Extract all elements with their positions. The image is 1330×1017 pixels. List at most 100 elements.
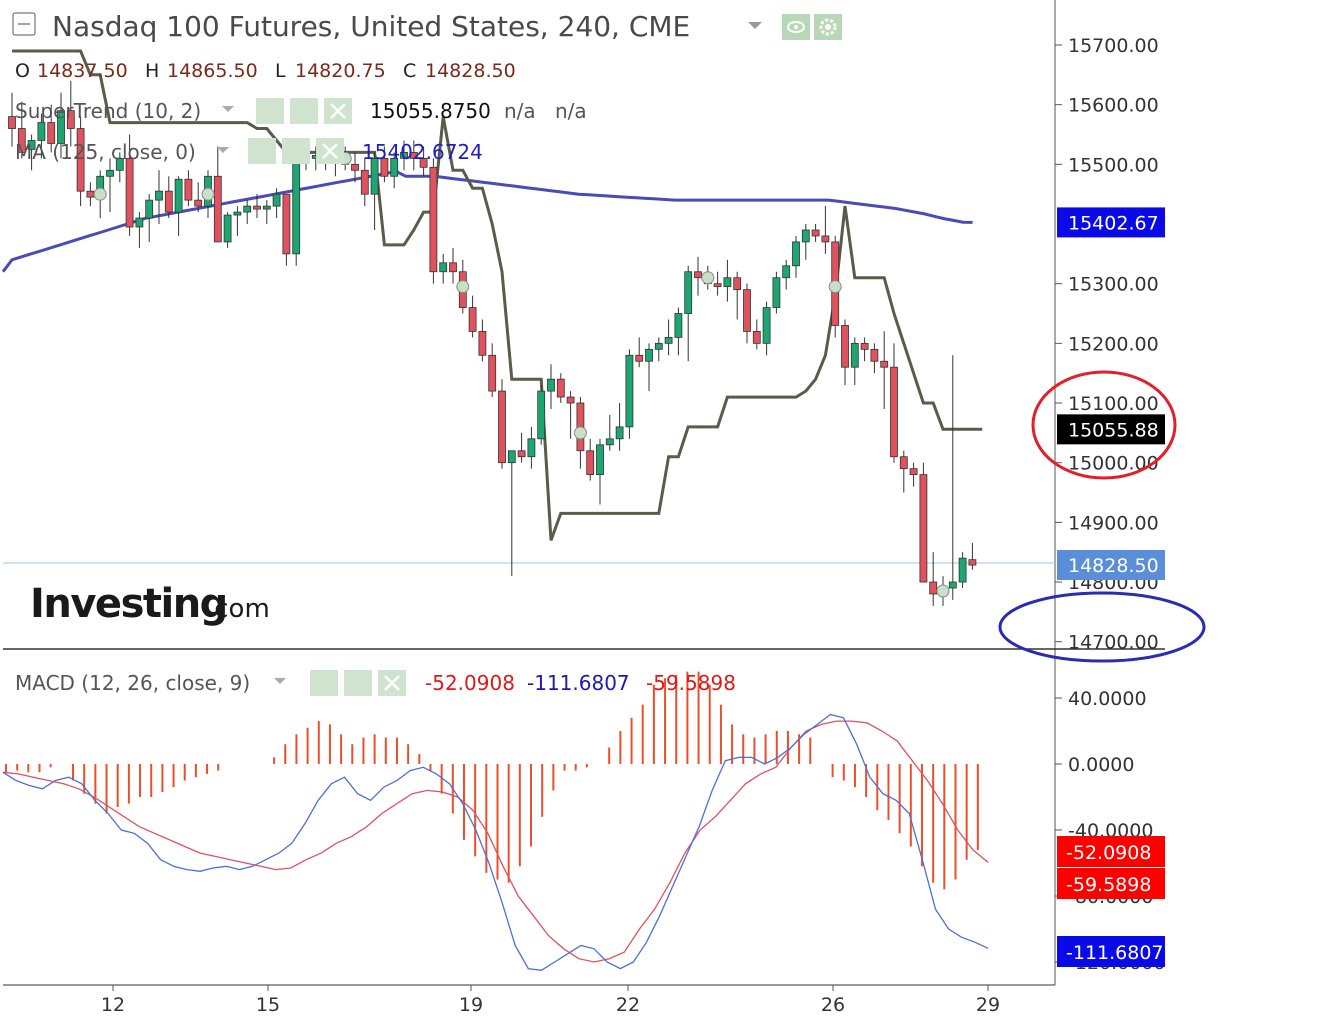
candle-body	[400, 152, 408, 159]
candle-up	[507, 450, 516, 577]
ma-series	[1, 169, 973, 273]
candle-body	[841, 325, 849, 368]
price-pane[interactable]	[1, 49, 983, 606]
candle-body	[664, 336, 673, 344]
candle-down	[478, 319, 487, 362]
candle-down	[566, 391, 575, 439]
price-label-box	[1057, 207, 1165, 238]
macd-legend[interactable]: MACD (12, 26, close, 9) -52.0908 -111.68…	[15, 670, 736, 696]
candle-body	[125, 157, 134, 228]
candle-down	[380, 146, 389, 183]
macd-axis[interactable]: 40.00000.0000-40.0000-80.0000-120.0000-5…	[1055, 688, 1166, 974]
candle-body	[762, 307, 771, 344]
supertrend-label: SuperTrend (10, 2)	[15, 99, 201, 123]
supertrend-legend[interactable]: SuperTrend (10, 2) 15055.8750 n/a n/a	[15, 98, 587, 124]
candle-down	[713, 271, 722, 296]
supertrend-series	[12, 49, 983, 541]
supertrend-value: 15055.8750	[370, 99, 491, 123]
title-visibility-eye-icon[interactable]	[782, 14, 810, 40]
eye-icon	[248, 138, 276, 164]
candle-down	[184, 170, 193, 207]
candle-down	[821, 206, 830, 254]
candle-up	[664, 319, 673, 356]
candle-body	[106, 169, 114, 177]
ohlc-low-label: L	[275, 60, 286, 82]
candle-body	[645, 348, 653, 362]
value-label-box	[1057, 936, 1165, 967]
candle-down	[76, 116, 85, 207]
title-settings-gear-icon[interactable]	[814, 14, 842, 40]
x-tick-label: 26	[821, 994, 845, 1016]
candle-body	[782, 265, 791, 279]
chevron-down-icon[interactable]	[748, 22, 762, 29]
candle-body	[17, 128, 26, 153]
candle-body	[57, 110, 65, 144]
blue-circle-annotation	[998, 591, 1206, 663]
candle-down	[253, 194, 261, 219]
ma-value: 15402.6724	[362, 140, 483, 164]
ohlc-close-label: C	[403, 60, 416, 82]
candle-body	[605, 438, 614, 446]
candle-up	[547, 364, 555, 409]
candle-body	[115, 157, 124, 171]
candle-body	[86, 190, 95, 198]
candle-body	[184, 178, 193, 201]
candle-body	[821, 235, 830, 243]
eye-icon	[310, 670, 338, 696]
candle-body	[66, 110, 75, 129]
candle-body	[351, 163, 359, 171]
logo-brand: Investing	[30, 581, 227, 627]
candle-down	[968, 542, 977, 570]
candle-body	[439, 262, 448, 273]
ma-legend[interactable]: MA (125, close, 0) 15402.6724	[15, 138, 483, 164]
candle-body	[860, 342, 869, 350]
macd-value-label-macd: -111.6807	[1057, 936, 1165, 967]
candle-body	[556, 378, 565, 398]
candle-body	[262, 205, 271, 210]
candle-up	[792, 235, 800, 278]
candle-body	[909, 468, 918, 476]
candle-down	[743, 283, 751, 344]
candle-down	[213, 146, 222, 243]
candle-up	[155, 170, 163, 225]
supertrend-na-2: n/a	[555, 99, 587, 123]
macd-hist-value: -52.0908	[425, 671, 515, 695]
price-axis[interactable]: 15700.00 15600.00 15500.00 15300.00 15200.00…	[1055, 35, 1165, 654]
macd-pane[interactable]	[2, 671, 989, 971]
candle-body	[694, 271, 702, 279]
price-label-text: 15055.88	[1068, 419, 1159, 441]
candle-up	[674, 307, 683, 356]
candle-down	[919, 462, 928, 583]
candle-body	[929, 581, 938, 595]
signal-marker	[936, 584, 950, 598]
candle-down	[429, 158, 438, 284]
candle-down	[47, 104, 56, 153]
candle-body	[449, 262, 457, 273]
macd-value-label-signal: -59.5898	[1057, 868, 1165, 899]
signal-marker	[828, 280, 842, 294]
time-axis[interactable]: 12 15 19 22 26 29	[101, 985, 1000, 1016]
candle-up	[37, 113, 46, 159]
candle-body	[517, 450, 526, 458]
candle-body	[566, 396, 575, 404]
y-tick-label: 15000.00	[1068, 453, 1159, 475]
candle-body	[488, 354, 497, 392]
value-label-text: -52.0908	[1066, 842, 1151, 864]
candle-body	[145, 199, 154, 219]
candle-body	[792, 241, 800, 267]
signal-marker	[456, 280, 470, 294]
supertrend-na-1: n/a	[504, 99, 536, 123]
candle-up	[262, 200, 271, 225]
candle-body	[674, 313, 683, 338]
candle-up	[233, 206, 242, 236]
ma-label: MA (125, close, 0)	[15, 140, 196, 164]
candle-body	[164, 190, 173, 213]
candle-up	[106, 158, 114, 213]
candle-down	[556, 373, 565, 404]
candle-body	[155, 190, 163, 201]
candle-down	[66, 80, 75, 147]
signal-marker	[201, 187, 215, 201]
candle-down	[890, 343, 898, 463]
candle-body	[223, 214, 232, 243]
